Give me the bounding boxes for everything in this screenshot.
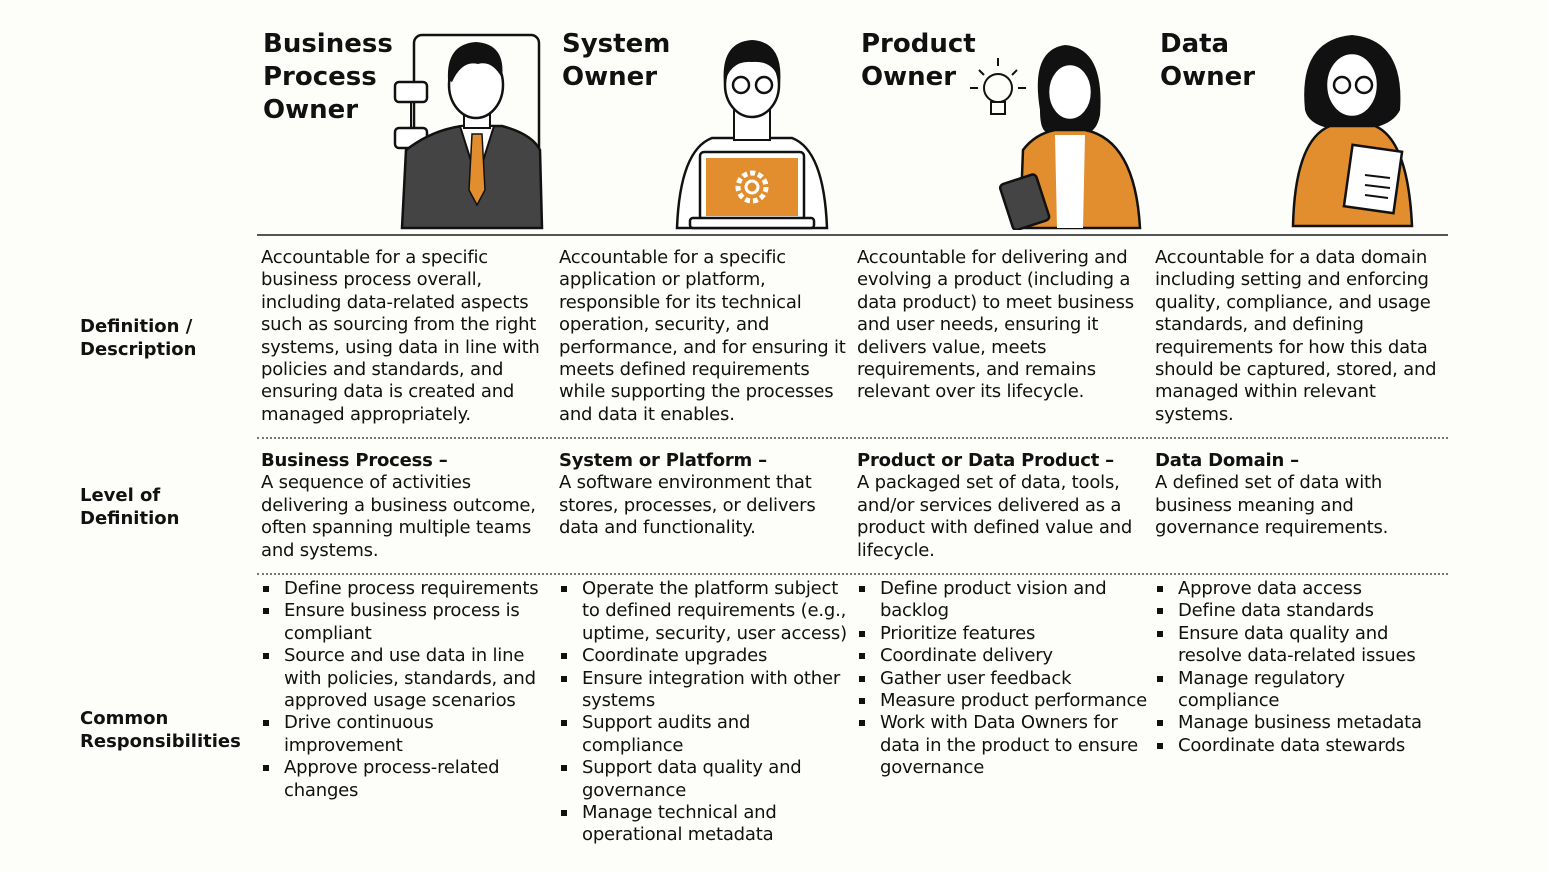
responsibility-item: Coordinate data stewards (1155, 735, 1447, 757)
businessman-flowchart-icon (393, 33, 544, 230)
definition-cell: Accountable for a data domain including … (1155, 247, 1437, 425)
responsibility-item: Define process requirements (261, 578, 553, 600)
row-divider (257, 437, 1448, 439)
definition-cell: Accountable for a specific application o… (559, 247, 846, 425)
level-term: Data Domain – (1155, 450, 1299, 471)
level-text: A software environment that stores, proc… (559, 472, 816, 539)
responsibilities-list: Approve data access Define data standards… (1155, 578, 1447, 757)
level-term: Product or Data Product – (857, 450, 1114, 471)
responsibility-item: Source and use data in line with policie… (261, 645, 553, 712)
title-system-owner: System Owner (562, 29, 671, 92)
level-text: A sequence of activities delivering a bu… (261, 472, 536, 561)
header-divider (257, 234, 1448, 236)
responsibility-item: Work with Data Owners for data in the pr… (857, 712, 1149, 779)
responsibility-item: Prioritize features (857, 623, 1149, 645)
responsibility-item: Manage business metadata (1155, 712, 1447, 734)
responsibility-item: Gather user feedback (857, 668, 1149, 690)
responsibility-item: Ensure data quality and resolve data-rel… (1155, 623, 1447, 668)
responsibility-item: Drive continuous improvement (261, 712, 553, 757)
row-label-responsibilities: Common Responsibilities (80, 708, 241, 752)
definition-cell: Accountable for a specific business proc… (261, 247, 540, 425)
level-text: A defined set of data with business mean… (1155, 472, 1389, 539)
level-cell: Product or Data Product – A packaged set … (857, 450, 1149, 562)
responsibility-item: Define data standards (1155, 600, 1447, 622)
responsibility-item: Support audits and compliance (559, 712, 851, 757)
title-product-owner: Product Owner (861, 29, 976, 92)
responsibility-item: Ensure business process is compliant (261, 600, 553, 645)
responsibility-item: Approve process-related changes (261, 757, 553, 802)
lightbulb-icon (970, 58, 1026, 115)
level-term: System or Platform – (559, 450, 767, 471)
level-cell: Data Domain – A defined set of data with … (1155, 450, 1447, 540)
man-laptop-gear-icon (675, 40, 829, 230)
responsibilities-list: Define product vision and backlog Priorit… (857, 578, 1149, 780)
responsibility-item: Approve data access (1155, 578, 1447, 600)
responsibilities-list: Define process requirements Ensure busine… (261, 578, 553, 802)
title-data-owner: Data Owner (1160, 29, 1256, 92)
row-label-level: Level of Definition (80, 485, 180, 529)
responsibilities-list: Operate the platform subject to defined … (559, 578, 851, 847)
title-business-process-owner: Business Process Owner (263, 29, 393, 125)
level-term: Business Process – (261, 450, 448, 471)
row-label-definition: Definition / Description (80, 316, 197, 360)
responsibility-item: Manage technical and operational metadat… (559, 802, 851, 847)
responsibility-item: Operate the platform subject to defined … (559, 578, 851, 645)
level-cell: System or Platform – A software environme… (559, 450, 851, 540)
responsibility-item: Measure product performance (857, 690, 1149, 712)
responsibility-item: Define product vision and backlog (857, 578, 1149, 623)
responsibility-item: Ensure integration with other systems (559, 668, 851, 713)
responsibility-item: Coordinate upgrades (559, 645, 851, 667)
row-divider (257, 573, 1448, 575)
definition-cell: Accountable for delivering and evolving … (857, 247, 1134, 403)
responsibility-item: Coordinate delivery (857, 645, 1149, 667)
responsibility-item: Manage regulatory compliance (1155, 668, 1447, 713)
woman-document-icon (1291, 35, 1414, 228)
responsibility-item: Support data quality and governance (559, 757, 851, 802)
level-cell: Business Process – A sequence of activiti… (261, 450, 553, 562)
level-text: A packaged set of data, tools, and/or se… (857, 472, 1133, 561)
woman-tablet-lightbulb-icon (970, 45, 1142, 230)
